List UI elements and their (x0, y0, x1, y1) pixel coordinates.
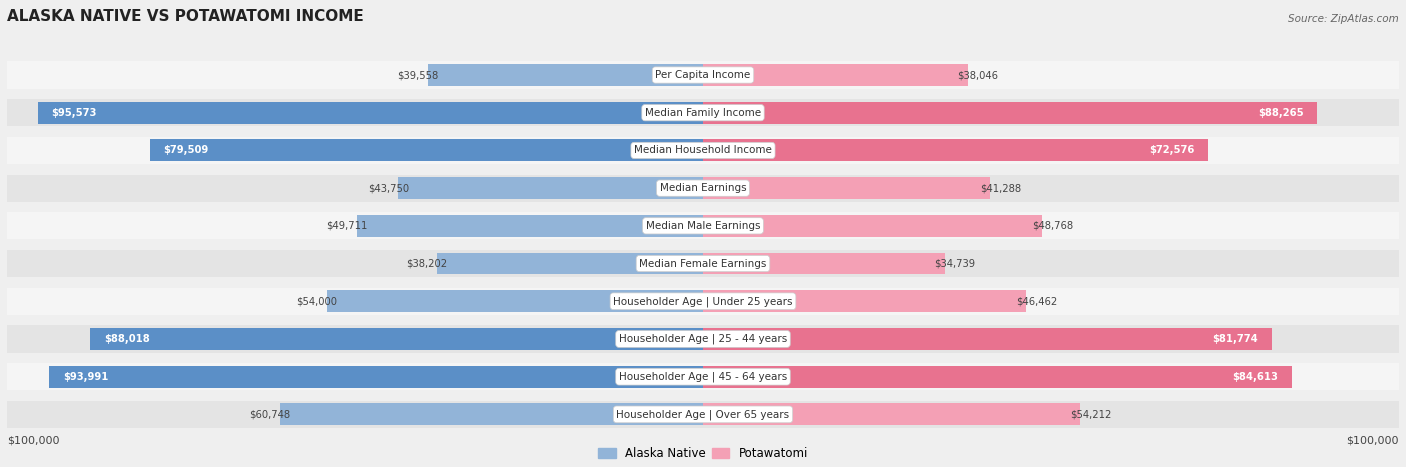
Bar (437, 253, 703, 275)
Bar (703, 215, 1042, 237)
Text: $41,288: $41,288 (980, 183, 1021, 193)
Bar (7, 212, 1399, 240)
Text: $39,558: $39,558 (396, 70, 439, 80)
Bar (90, 328, 703, 350)
Text: $79,509: $79,509 (163, 145, 208, 156)
Bar (7, 62, 1399, 89)
Text: $100,000: $100,000 (1347, 435, 1399, 445)
Text: Median Female Earnings: Median Female Earnings (640, 259, 766, 269)
Text: Source: ZipAtlas.com: Source: ZipAtlas.com (1288, 14, 1399, 24)
Bar (703, 177, 990, 199)
Bar (7, 175, 1399, 202)
Text: $43,750: $43,750 (368, 183, 409, 193)
Bar (38, 102, 703, 124)
Text: $100,000: $100,000 (7, 435, 59, 445)
Bar (7, 363, 1399, 390)
Text: Median Male Earnings: Median Male Earnings (645, 221, 761, 231)
Text: Median Household Income: Median Household Income (634, 145, 772, 156)
Text: $95,573: $95,573 (52, 108, 97, 118)
Text: $34,739: $34,739 (935, 259, 976, 269)
Text: Householder Age | Over 65 years: Householder Age | Over 65 years (616, 409, 790, 420)
Text: $48,768: $48,768 (1032, 221, 1073, 231)
Text: $93,991: $93,991 (63, 372, 108, 382)
Text: $38,046: $38,046 (957, 70, 998, 80)
Text: $88,018: $88,018 (104, 334, 150, 344)
Bar (7, 250, 1399, 277)
Text: Median Family Income: Median Family Income (645, 108, 761, 118)
Text: Per Capita Income: Per Capita Income (655, 70, 751, 80)
Bar (703, 328, 1272, 350)
Bar (357, 215, 703, 237)
Bar (280, 403, 703, 425)
Text: $84,613: $84,613 (1232, 372, 1278, 382)
Text: $54,212: $54,212 (1070, 410, 1111, 419)
Bar (7, 137, 1399, 164)
Bar (7, 401, 1399, 428)
Legend: Alaska Native, Potawatomi: Alaska Native, Potawatomi (593, 443, 813, 465)
Text: $72,576: $72,576 (1149, 145, 1194, 156)
Bar (703, 366, 1292, 388)
Text: Median Earnings: Median Earnings (659, 183, 747, 193)
Text: Householder Age | 45 - 64 years: Householder Age | 45 - 64 years (619, 371, 787, 382)
Bar (149, 140, 703, 162)
Bar (7, 288, 1399, 315)
Bar (398, 177, 703, 199)
Bar (703, 64, 967, 86)
Bar (7, 99, 1399, 126)
Bar (328, 290, 703, 312)
Text: $46,462: $46,462 (1017, 296, 1057, 306)
Bar (703, 290, 1026, 312)
Bar (49, 366, 703, 388)
Text: ALASKA NATIVE VS POTAWATOMI INCOME: ALASKA NATIVE VS POTAWATOMI INCOME (7, 9, 364, 24)
Bar (7, 325, 1399, 353)
Text: Householder Age | Under 25 years: Householder Age | Under 25 years (613, 296, 793, 306)
Text: $60,748: $60,748 (249, 410, 291, 419)
Bar (703, 140, 1208, 162)
Text: $38,202: $38,202 (406, 259, 447, 269)
Text: $54,000: $54,000 (297, 296, 337, 306)
Text: Householder Age | 25 - 44 years: Householder Age | 25 - 44 years (619, 334, 787, 344)
Text: $81,774: $81,774 (1212, 334, 1258, 344)
Bar (703, 253, 945, 275)
Bar (427, 64, 703, 86)
Bar (703, 403, 1080, 425)
Bar (703, 102, 1317, 124)
Text: $49,711: $49,711 (326, 221, 367, 231)
Text: $88,265: $88,265 (1258, 108, 1303, 118)
